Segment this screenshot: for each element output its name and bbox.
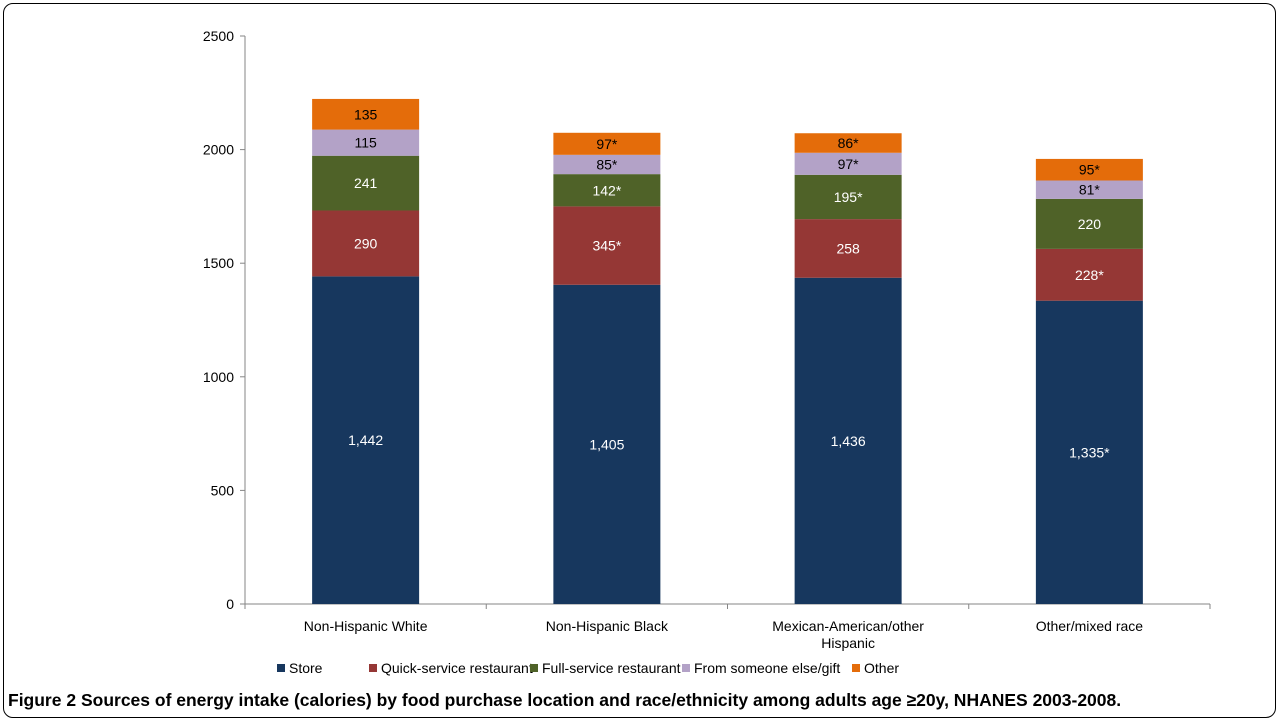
y-tick-label: 2000 <box>203 142 234 158</box>
data-label: 345* <box>592 238 621 254</box>
x-category-label: Other/mixed race <box>1036 618 1144 634</box>
legend-swatch <box>277 664 285 672</box>
y-tick-label: 2500 <box>203 28 234 44</box>
x-category-label-line2: Hispanic <box>821 635 875 651</box>
figure-frame <box>3 3 1276 718</box>
data-label: 220 <box>1078 216 1102 232</box>
legend-label: From someone else/gift <box>694 660 840 676</box>
caption-label: Figure 2 <box>8 690 77 710</box>
legend-swatch <box>682 664 690 672</box>
data-label: 258 <box>836 240 860 256</box>
bar-segment <box>1035 158 1143 181</box>
y-tick-label: 1000 <box>203 369 234 385</box>
legend-label: Quick-service restaurant <box>381 660 533 676</box>
bar-segment <box>312 129 420 156</box>
caption-text: Sources of energy intake (calories) by f… <box>80 690 1122 710</box>
stacked-bar-chart: 0 500 1000 1500 2000 2500 1,442 290 241 115 135 Non… <box>203 28 1211 676</box>
legend-label: Other <box>864 660 899 676</box>
legend-label: Store <box>289 660 323 676</box>
y-tick-label: 1500 <box>203 255 234 271</box>
bar-segment <box>794 174 902 220</box>
data-label: 97* <box>838 156 860 172</box>
bar-segment <box>312 276 420 604</box>
data-label: 81* <box>1079 182 1101 198</box>
bar-segment <box>312 210 420 277</box>
data-label: 85* <box>596 156 618 172</box>
bar-segment <box>553 154 661 175</box>
bar-segment <box>1035 180 1143 199</box>
x-category-label: Non-Hispanic White <box>304 618 428 634</box>
figure-caption: Figure 2 Sources of energy intake (calor… <box>8 690 1276 711</box>
bar-segment <box>1035 248 1143 301</box>
legend-swatch <box>530 664 538 672</box>
data-label: 135 <box>354 106 378 122</box>
data-label: 142* <box>592 182 621 198</box>
bar-segment <box>794 277 902 604</box>
data-label: 86* <box>838 135 860 151</box>
data-label: 1,335* <box>1069 444 1110 460</box>
x-category-label: Non-Hispanic Black <box>546 618 669 634</box>
x-category-label: Mexican-American/other <box>772 618 924 634</box>
data-label: 115 <box>354 135 377 151</box>
data-label: 1,405 <box>589 436 624 452</box>
data-label: 95* <box>1079 162 1101 178</box>
bar-segment <box>1035 300 1143 604</box>
bar-segment <box>794 133 902 153</box>
bar-segment <box>794 219 902 278</box>
bar-segment <box>312 155 420 211</box>
bar-segment <box>553 174 661 207</box>
data-label: 228* <box>1075 267 1104 283</box>
data-label: 1,436 <box>831 433 866 449</box>
data-label: 290 <box>354 235 378 251</box>
data-label: 1,442 <box>348 432 383 448</box>
data-label: 241 <box>354 175 378 191</box>
legend-swatch <box>369 664 377 672</box>
legend-swatch <box>852 664 860 672</box>
bar-segment <box>1035 198 1143 249</box>
bar-segment <box>312 98 420 130</box>
bar-segment <box>553 132 661 155</box>
bar-segment <box>553 284 661 604</box>
legend-label: Full-service restaurant <box>542 660 681 676</box>
data-label: 195* <box>834 189 863 205</box>
y-tick-label: 0 <box>226 596 234 612</box>
bar-segment <box>553 206 661 285</box>
data-label: 97* <box>596 136 618 152</box>
bar-segment <box>794 152 902 175</box>
y-tick-label: 500 <box>211 482 235 498</box>
